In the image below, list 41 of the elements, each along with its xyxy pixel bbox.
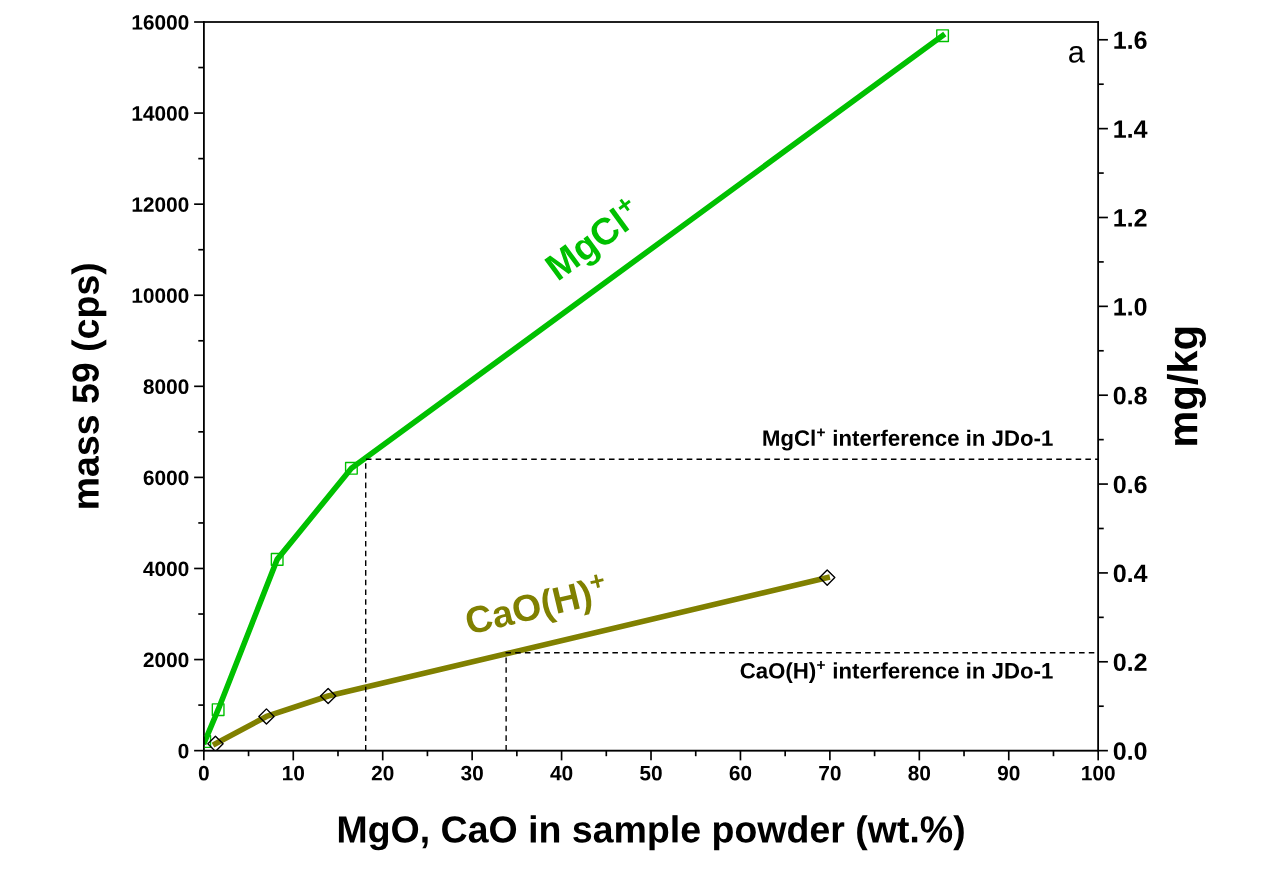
y2-tick-label: 1.0 <box>1114 297 1147 316</box>
point <box>211 703 225 717</box>
y-tick-label: 8000 <box>143 379 189 395</box>
y2-tick-label: 1.4 <box>1114 120 1148 138</box>
y-tick-label: 0 <box>178 743 189 759</box>
x-tick-label: 90 <box>997 765 1020 781</box>
y2-tick-label: 1.6 <box>1114 31 1147 50</box>
y2-tick-label: 0.2 <box>1113 653 1147 672</box>
text: MgCl$^{+}$ <box>542 195 648 287</box>
text: CaO(H)$^{+}$ <box>463 573 611 643</box>
y2-tick-label: 1.2 <box>1114 209 1147 227</box>
point <box>270 552 284 566</box>
x-tick-label: 30 <box>461 765 483 781</box>
annotation: a <box>1069 45 1085 63</box>
x-axis-title: MgO, CaO in sample powder (wt.%) <box>338 815 964 851</box>
x-tick-label: 80 <box>908 765 931 781</box>
y-axis-title: mass 59 (cps) <box>71 264 107 508</box>
y-tick-label: 16000 <box>132 15 189 30</box>
annotation: MgCl$^{+}$ interference in JDo-1 <box>763 428 1053 451</box>
point <box>344 461 358 475</box>
x-tick-label: 0 <box>198 765 209 781</box>
x-tick-label: 20 <box>371 765 394 781</box>
x-tick-label: 10 <box>283 765 305 781</box>
point <box>936 29 950 43</box>
y2-tick-label: 0.8 <box>1113 386 1147 405</box>
y2-axis-title: mg/kg <box>1166 327 1206 445</box>
x-tick-label: 40 <box>550 765 573 781</box>
x-tick-label: 100 <box>1082 765 1115 781</box>
y-tick-label: 14000 <box>132 106 189 121</box>
x-tick-label: 50 <box>640 765 662 781</box>
y2-tick-label: 0.0 <box>1113 742 1147 760</box>
annotation: CaO(H)$^{+}$ interference in JDo-1 <box>740 661 1053 684</box>
y-tick-label: 12000 <box>132 197 189 212</box>
y-tick-label: 6000 <box>143 470 189 486</box>
y-tick-label: 10000 <box>132 288 189 303</box>
y2-tick-label: 0.4 <box>1113 564 1148 583</box>
y-tick-label: 2000 <box>143 652 189 668</box>
x-tick-label: 60 <box>729 765 752 781</box>
y2-tick-label: 0.6 <box>1113 475 1147 494</box>
y-tick-label: 4000 <box>143 561 189 577</box>
x-tick-label: 70 <box>819 765 841 781</box>
